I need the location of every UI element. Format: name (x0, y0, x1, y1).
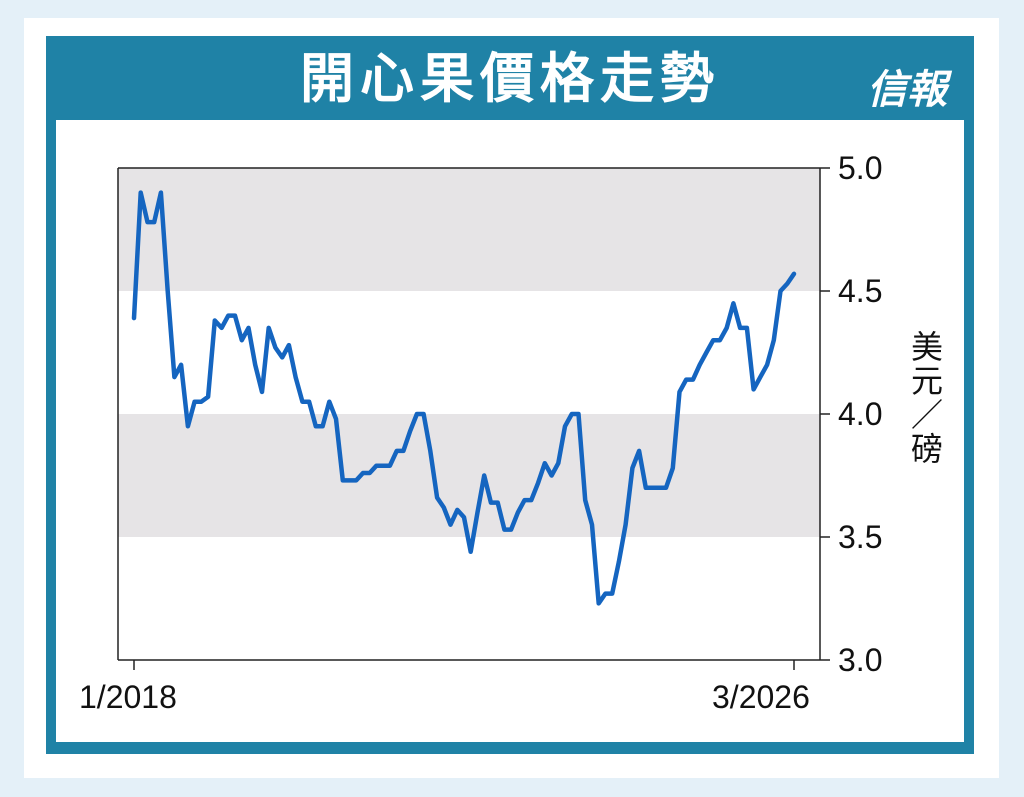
y-tick-label: 4.5 (838, 273, 882, 309)
y-axis-label: 美元／磅 (906, 330, 944, 466)
band-layer (118, 168, 820, 537)
y-tick-label: 4.0 (838, 396, 882, 432)
price-series-line (131, 190, 797, 606)
x-axis: 1/2018 3/2026 (79, 660, 810, 715)
brand-logo: 信報 (867, 66, 947, 113)
grid-band (118, 414, 820, 537)
chart-title: 開心果價格走勢 (300, 47, 720, 110)
plot-frame (117, 167, 821, 661)
y-tick-label: 3.0 (838, 642, 882, 678)
series-layer (131, 190, 797, 606)
y-axis: 5.0 4.5 4.0 3.5 3.0 (820, 150, 882, 678)
x-tick-label: 3/2026 (712, 679, 810, 715)
y-tick-label: 5.0 (838, 150, 882, 186)
grid-band (118, 168, 820, 291)
x-tick-label: 1/2018 (79, 679, 177, 715)
y-tick-label: 3.5 (838, 519, 882, 555)
